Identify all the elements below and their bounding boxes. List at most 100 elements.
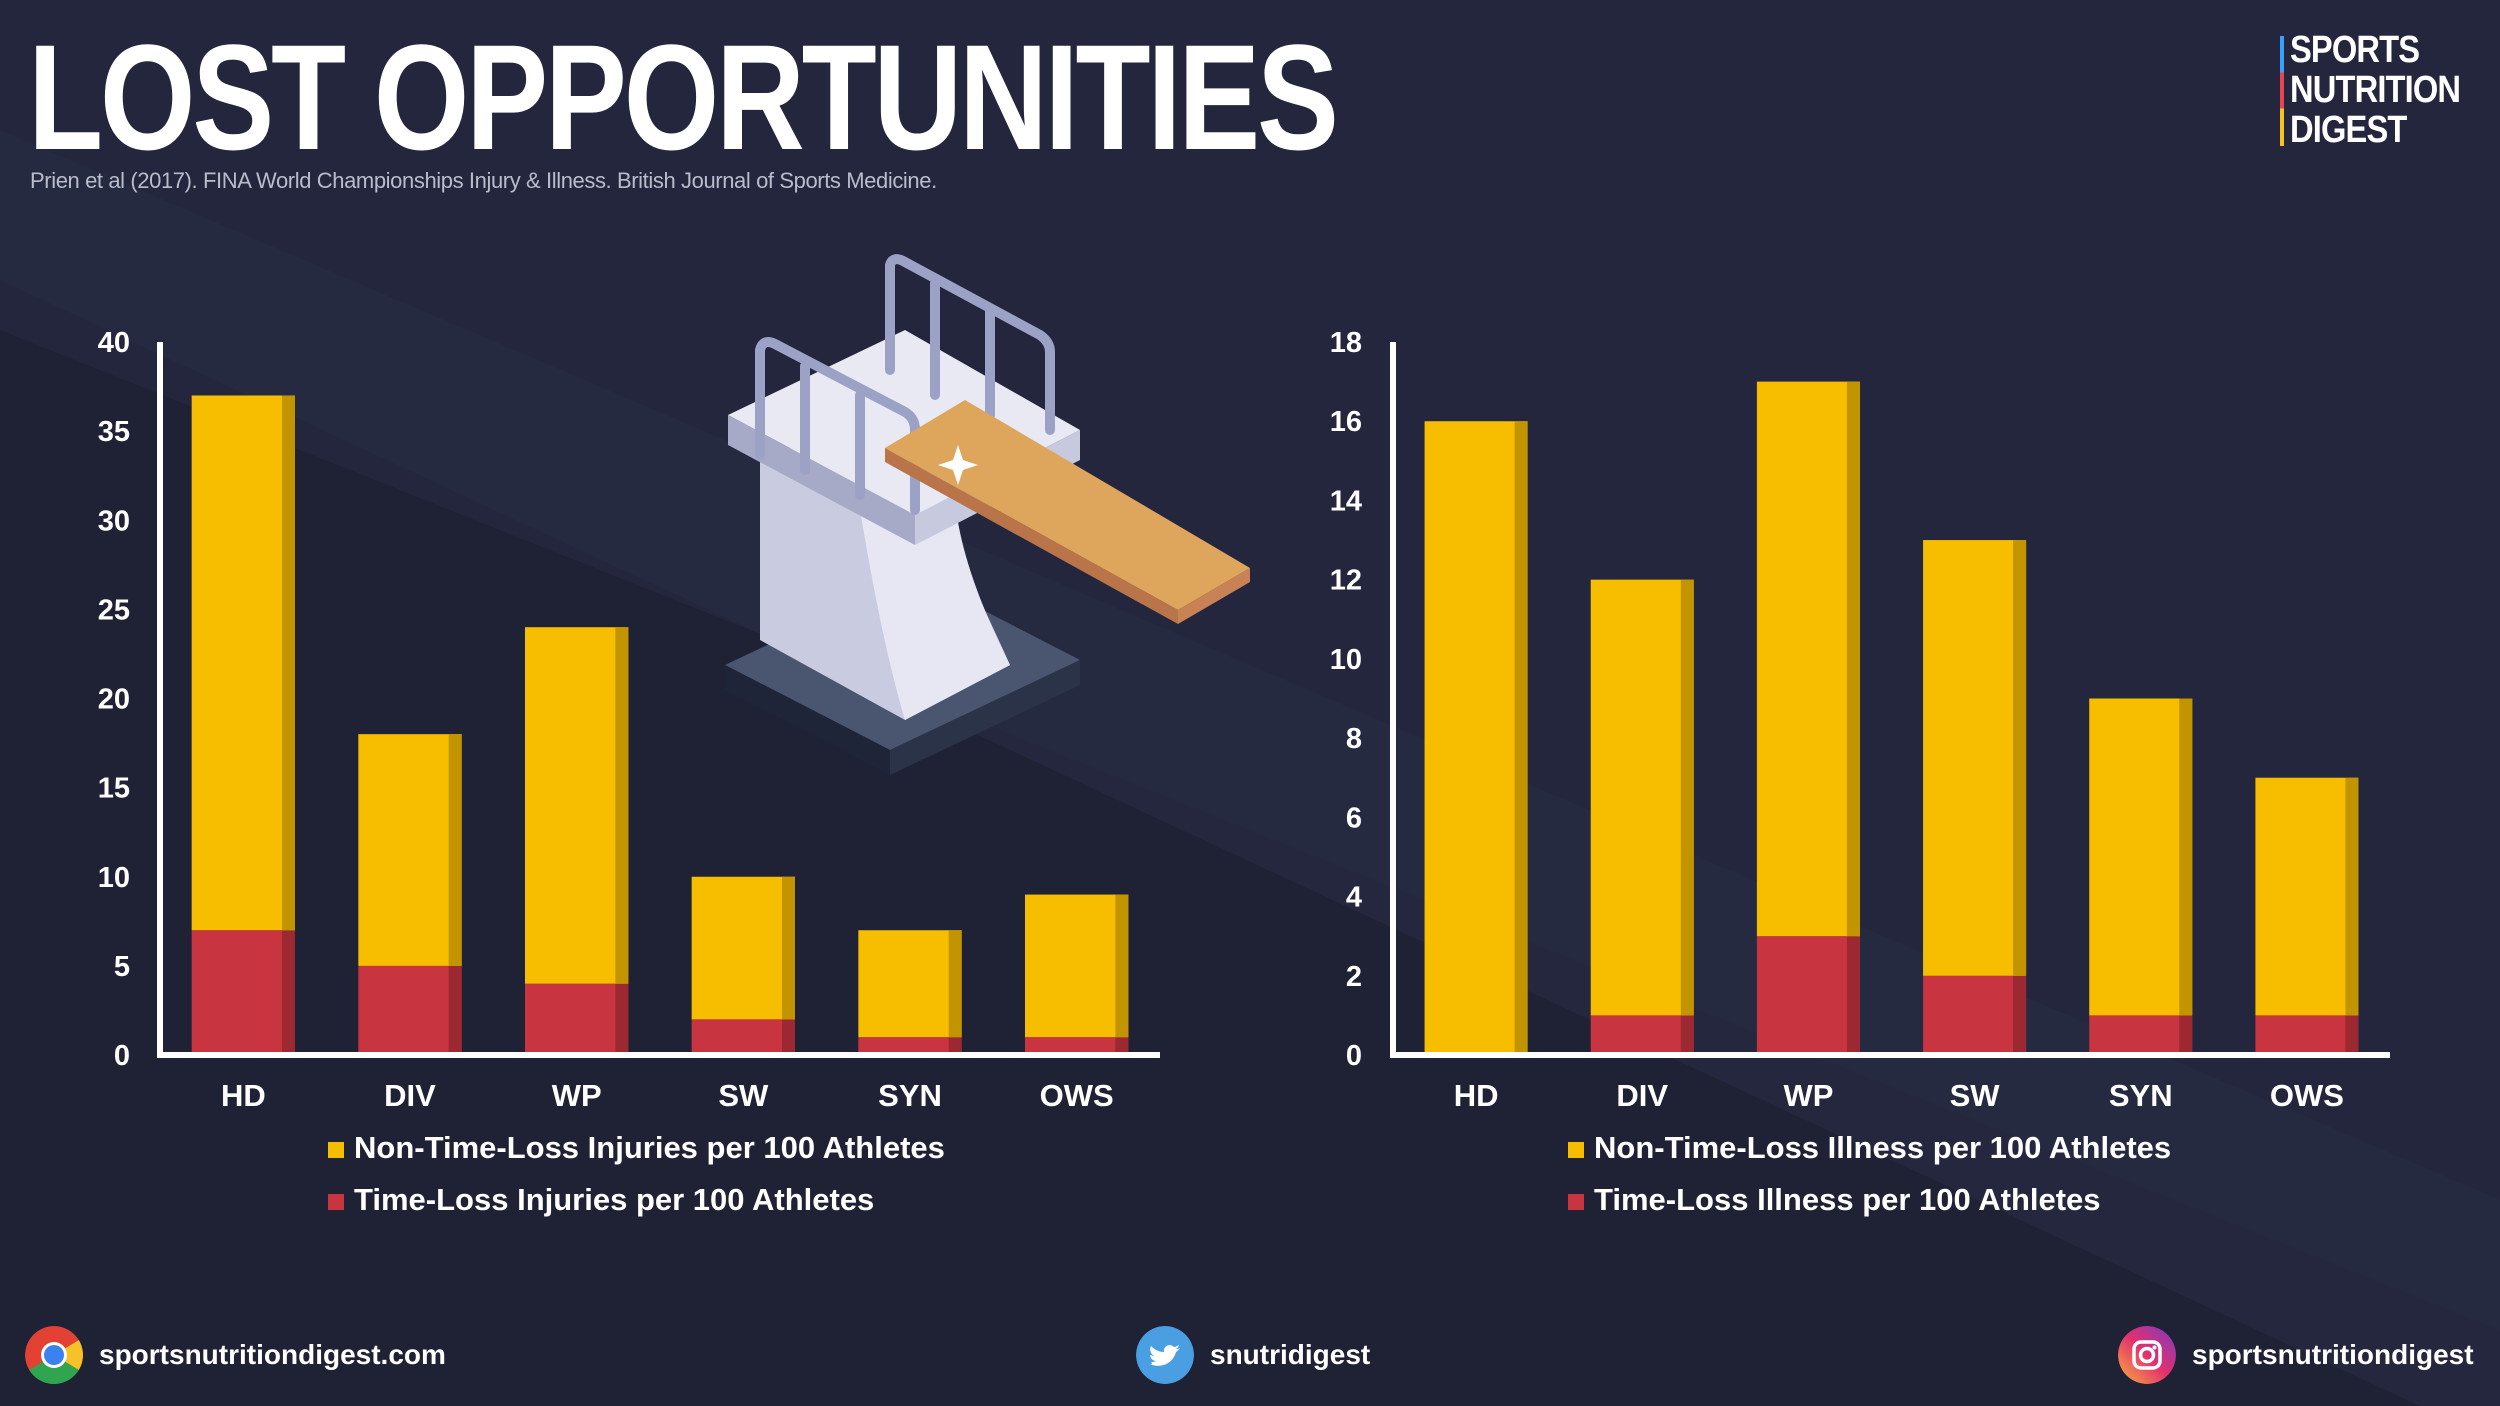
- bar-segment: [358, 734, 462, 966]
- citation: Prien et al (2017). FINA World Champions…: [30, 168, 937, 193]
- bar-segment: [191, 930, 295, 1055]
- y-tick-label: 35: [98, 416, 130, 448]
- bar-segment-shade: [2179, 698, 2193, 1016]
- y-tick-label: 15: [98, 773, 130, 805]
- bar-segment: [1025, 1037, 1129, 1055]
- bar-segment-shade: [782, 1019, 795, 1055]
- legend-swatch: [328, 1142, 344, 1158]
- y-tick-label: 2: [1346, 961, 1362, 993]
- x-category-label: SYN: [878, 1078, 942, 1113]
- x-category-label: SW: [1950, 1078, 2001, 1113]
- bar-segment-shade: [2345, 777, 2359, 1016]
- y-tick-label: 16: [1330, 406, 1362, 438]
- bar-segment: [1923, 975, 2027, 1055]
- y-tick-label: 6: [1346, 802, 1362, 834]
- bar-segment: [2089, 1015, 2193, 1055]
- legend-label: Non-Time-Loss Injuries per 100 Athletes: [354, 1130, 945, 1165]
- bar-segment: [2255, 777, 2359, 1016]
- y-tick-label: 14: [1330, 485, 1362, 517]
- logo-accent-bar: [2280, 36, 2284, 146]
- website-link[interactable]: sportsnutritiondigest.com: [99, 1339, 446, 1370]
- chrome-icon: [25, 1326, 83, 1384]
- legend-label: Time-Loss Injuries per 100 Athletes: [354, 1182, 874, 1217]
- bar-segment-shade: [615, 983, 629, 1055]
- bar-segment: [2089, 698, 2193, 1016]
- legend-label: Time-Loss Illness per 100 Athletes: [1594, 1182, 2101, 1217]
- sparkle-icon: [938, 445, 978, 485]
- logo-line-2: NUTRITION: [2290, 69, 2461, 111]
- logo-line-1: SPORTS: [2290, 29, 2420, 71]
- instagram-handle[interactable]: sportsnutritiondigest: [2192, 1339, 2474, 1370]
- bar-segment-shade: [448, 734, 462, 966]
- footer-website[interactable]: sportsnutritiondigest.com: [25, 1325, 446, 1385]
- twitter-handle[interactable]: snutridigest: [1210, 1339, 1371, 1370]
- legend-swatch: [328, 1194, 344, 1210]
- y-tick-label: 5: [114, 951, 130, 983]
- bar-segment: [858, 1037, 962, 1055]
- bar-segment: [691, 1019, 795, 1055]
- bar-segment-shade: [282, 930, 295, 1055]
- bar-segment: [1756, 381, 1860, 937]
- bar-segment-shade: [2013, 975, 2027, 1055]
- bar-segment-shade: [1680, 1015, 1694, 1055]
- bar-segment-shade: [1846, 381, 1860, 937]
- bar-segment-shade: [1846, 936, 1860, 1055]
- twitter-icon: [1136, 1326, 1194, 1384]
- y-tick-label: 0: [1346, 1040, 1362, 1072]
- legend-swatch: [1568, 1142, 1584, 1158]
- x-category-label: DIV: [1616, 1078, 1668, 1113]
- bar-segment-shade: [282, 395, 295, 931]
- y-tick-label: 25: [98, 594, 130, 626]
- x-category-label: SW: [718, 1078, 769, 1113]
- bar-segment: [1923, 540, 2027, 976]
- bar-segment: [858, 930, 962, 1038]
- logo-line-3: DIGEST: [2290, 109, 2407, 151]
- y-tick-label: 8: [1346, 723, 1362, 755]
- bar-segment-shade: [1115, 894, 1129, 1038]
- x-category-label: WP: [1783, 1078, 1833, 1113]
- y-tick-label: 18: [1330, 327, 1362, 359]
- bar-segment: [2255, 1015, 2359, 1055]
- x-category-label: HD: [221, 1078, 266, 1113]
- y-tick-label: 12: [1330, 565, 1362, 597]
- y-tick-label: 30: [98, 505, 130, 537]
- bar-segment-shade: [1514, 421, 1528, 1055]
- bar-segment-shade: [1115, 1037, 1129, 1055]
- bar-segment: [1756, 936, 1860, 1055]
- bar-segment: [691, 876, 795, 1020]
- bar-segment: [358, 965, 462, 1055]
- page-title: LOST OPPORTUNITIES: [28, 13, 1339, 181]
- bar-segment-shade: [448, 965, 462, 1055]
- bar-segment: [525, 983, 629, 1055]
- bar-segment-shade: [2179, 1015, 2193, 1055]
- bar-segment-shade: [948, 1037, 962, 1055]
- bar-segment-shade: [948, 930, 962, 1038]
- bar-segment: [1590, 1015, 1694, 1055]
- x-category-label: SYN: [2109, 1078, 2173, 1113]
- bar-segment-shade: [2013, 540, 2027, 976]
- x-category-label: HD: [1454, 1078, 1499, 1113]
- y-tick-label: 10: [1330, 644, 1362, 676]
- y-tick-label: 40: [98, 327, 130, 359]
- x-category-label: DIV: [384, 1078, 436, 1113]
- bar-segment-shade: [1680, 579, 1694, 1016]
- bar-segment-shade: [782, 876, 795, 1020]
- y-tick-label: 0: [114, 1040, 130, 1072]
- x-category-label: OWS: [1040, 1078, 1114, 1113]
- bar-segment: [1424, 421, 1528, 1055]
- bar-segment-shade: [615, 627, 629, 984]
- bar-segment: [525, 627, 629, 984]
- bar-segment-shade: [2345, 1015, 2359, 1055]
- bar-segment: [191, 395, 295, 931]
- footer-twitter[interactable]: snutridigest: [1136, 1325, 1370, 1385]
- y-tick-label: 20: [98, 684, 130, 716]
- y-tick-label: 4: [1346, 882, 1362, 914]
- bar-segment: [1590, 579, 1694, 1016]
- x-category-label: OWS: [2270, 1078, 2344, 1113]
- footer-instagram[interactable]: sportsnutritiondigest: [2118, 1325, 2474, 1385]
- legend-swatch: [1568, 1194, 1584, 1210]
- bar-segment: [1025, 894, 1129, 1038]
